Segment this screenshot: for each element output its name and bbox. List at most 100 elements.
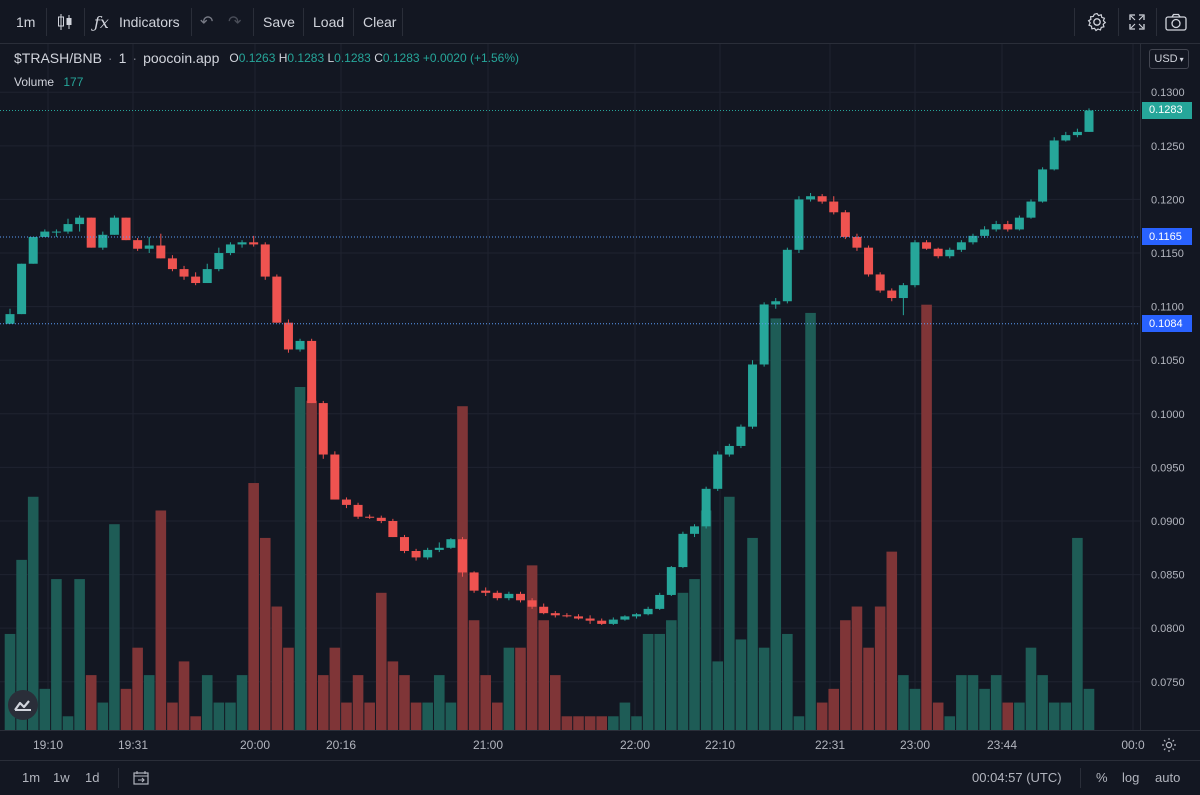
time-tick-label: 22:31 (815, 738, 845, 752)
range-1m-button[interactable]: 1m (22, 770, 41, 785)
candle-body (469, 572, 479, 591)
volume-bar (4, 633, 16, 730)
fullscreen-icon[interactable] (1127, 0, 1147, 44)
volume-bar (109, 524, 120, 730)
candle-body (202, 269, 212, 284)
toolbar-divider (46, 8, 47, 36)
candle-body (771, 301, 781, 305)
volume-bar (956, 675, 967, 730)
volume-bar (979, 688, 990, 730)
candle-body (98, 234, 108, 248)
load-button[interactable]: Load (313, 14, 345, 30)
time-tick-label: 22:10 (705, 738, 735, 752)
volume-bar (85, 675, 97, 730)
price-axis[interactable] (1140, 44, 1200, 730)
time-tick-label: 19:10 (33, 738, 63, 752)
candle-body (817, 196, 827, 202)
candle-body (701, 488, 711, 527)
volume-bar (317, 675, 329, 730)
candle-body (504, 593, 514, 599)
price-line-tag: 0.1084 (1142, 315, 1192, 333)
interval-button[interactable]: 1m (16, 14, 36, 30)
toolbar-divider (253, 8, 254, 36)
volume-bar (550, 675, 561, 730)
volume-bar (561, 716, 573, 730)
volume-bar (445, 702, 457, 730)
candle-body (457, 539, 467, 573)
utc-clock[interactable]: 00:04:57 (UTC) (972, 770, 1062, 785)
range-1w-button[interactable]: 1w (53, 770, 70, 785)
volume-bar (805, 312, 816, 730)
volume-bar (1002, 702, 1014, 730)
volume-bar (1060, 702, 1072, 730)
candle-body (713, 454, 723, 489)
time-axis[interactable] (0, 730, 1200, 760)
volume-bar (921, 304, 932, 730)
clear-button[interactable]: Clear (363, 14, 397, 30)
candle-body (249, 242, 259, 245)
candle-body (423, 549, 433, 558)
volume-bar (167, 702, 178, 730)
auto-toggle[interactable]: auto (1155, 770, 1181, 785)
candle-body (295, 340, 305, 350)
candle-body (330, 454, 340, 500)
log-toggle[interactable]: log (1122, 770, 1140, 785)
symbol-name[interactable]: $TRASH/BNB (14, 50, 102, 66)
candle-body (376, 517, 386, 521)
candle-body (214, 253, 224, 270)
candle-body (632, 614, 642, 617)
candle-body (388, 520, 398, 538)
percent-toggle[interactable]: % (1096, 770, 1108, 785)
symbol-legend: $TRASH/BNB · 1 · poocoin.app O0.1263 H0.… (14, 50, 519, 66)
candle-body (887, 290, 897, 299)
volume-bar (364, 702, 375, 730)
volume-bar (1025, 647, 1037, 730)
price-chart[interactable] (0, 44, 1140, 730)
camera-icon[interactable] (1164, 0, 1188, 44)
candle-body (318, 403, 328, 455)
tradingview-logo[interactable] (8, 690, 38, 720)
toolbar-divider (1156, 8, 1157, 36)
candle-body (574, 616, 584, 619)
save-button[interactable]: Save (263, 14, 295, 30)
candle-body (237, 242, 247, 245)
volume-bar (596, 716, 608, 730)
redo-icon[interactable]: ↷ (228, 14, 242, 31)
volume-bar (874, 606, 886, 730)
candle-body (655, 594, 665, 609)
legend-source: poocoin.app (143, 50, 220, 66)
candle-body (956, 242, 966, 250)
volume-bar (642, 633, 654, 730)
settings-gear-icon[interactable] (1086, 0, 1108, 44)
time-tick-label: 23:44 (987, 738, 1017, 752)
candle-body (515, 593, 525, 601)
candle-body (620, 616, 630, 620)
candles-style-icon[interactable] (56, 0, 74, 44)
volume-bar (155, 510, 167, 730)
indicators-button[interactable]: ƒx Indicators (94, 0, 180, 44)
range-1d-button[interactable]: 1d (85, 770, 100, 785)
toolbar-divider (118, 768, 119, 788)
candle-body (597, 620, 607, 624)
candle-body (585, 618, 595, 621)
currency-select[interactable]: USD ▾ (1149, 49, 1189, 69)
candle-body (86, 217, 96, 248)
volume-legend: Volume 177 (14, 75, 83, 89)
candle-body (759, 304, 769, 365)
candle-body (1014, 217, 1024, 230)
candle-body (608, 619, 618, 624)
volume-bar (201, 675, 213, 730)
candle-body (1003, 224, 1013, 230)
candle-body (724, 445, 734, 455)
time-tick-label: 20:16 (326, 738, 356, 752)
candle-body (411, 550, 421, 558)
volume-bar (724, 496, 735, 730)
volume-bar (770, 318, 782, 730)
volume-bar (74, 579, 85, 730)
volume-bar (863, 647, 874, 730)
time-axis-settings-icon[interactable] (1160, 736, 1178, 754)
undo-icon[interactable]: ↶ (200, 14, 214, 31)
candle-body (1038, 169, 1048, 202)
candle-body (991, 224, 1001, 230)
date-range-icon[interactable] (132, 760, 150, 795)
